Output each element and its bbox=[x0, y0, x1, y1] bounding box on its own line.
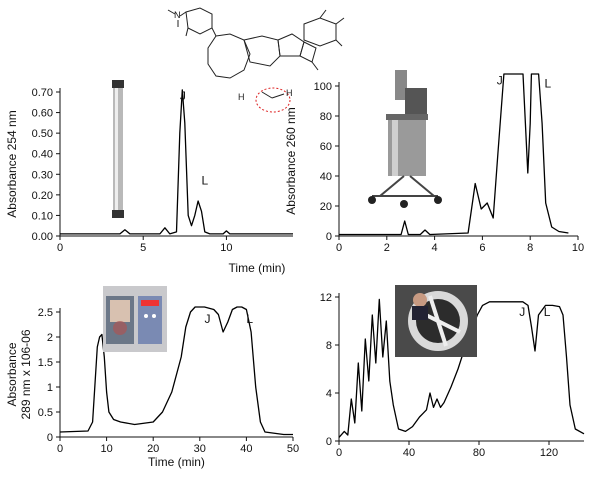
x-tick-label: 30 bbox=[194, 443, 206, 455]
y-tick-label: 0.40 bbox=[32, 149, 53, 161]
peak-label: J bbox=[497, 74, 503, 88]
x-tick-label: 0 bbox=[336, 447, 342, 459]
process-vessel-photo bbox=[368, 70, 442, 208]
x-tick-label: 2 bbox=[384, 242, 390, 254]
x-tick-label: 40 bbox=[403, 447, 415, 459]
x-tick-label: 10 bbox=[100, 443, 112, 455]
y-tick-label: 2 bbox=[47, 332, 53, 344]
y-tick-label: 0 bbox=[326, 436, 332, 448]
x-axis-label: Time (min) bbox=[148, 455, 205, 469]
y-tick-label: 0.20 bbox=[32, 190, 53, 202]
y-axis-label: Absorbance289 nm x 106-06 bbox=[5, 329, 33, 419]
peak-label: L bbox=[201, 174, 208, 188]
y-tick-label: 8 bbox=[326, 340, 332, 352]
x-axis-label: Time (min) bbox=[229, 261, 286, 275]
y-tick-label: 0.50 bbox=[32, 128, 53, 140]
svg-text:H: H bbox=[238, 92, 245, 102]
y-tick-label: 60 bbox=[320, 141, 332, 153]
y-tick-label: 1.5 bbox=[38, 357, 53, 369]
y-tick-label: 1 bbox=[47, 382, 53, 394]
peak-label: J bbox=[519, 305, 525, 319]
peak-label: L bbox=[544, 305, 551, 319]
x-tick-label: 20 bbox=[147, 443, 159, 455]
series-line bbox=[60, 89, 293, 235]
chemical-structure-illustration: N H H bbox=[167, 7, 345, 113]
y-tick-label: 0.70 bbox=[32, 87, 53, 99]
y-tick-label: 0.00 bbox=[32, 231, 53, 243]
chart-bottom-right: 0 40 80 120 0 4 8 12 J L bbox=[320, 292, 585, 459]
y-tick-label: 20 bbox=[320, 201, 332, 213]
y-tick-label: 2.5 bbox=[38, 307, 53, 319]
svg-text:N: N bbox=[174, 10, 181, 20]
series-line bbox=[339, 73, 569, 236]
x-tick-label: 8 bbox=[527, 242, 533, 254]
x-tick-label: 0 bbox=[57, 443, 63, 455]
y-tick-label: 0 bbox=[47, 432, 53, 444]
x-tick-label: 0 bbox=[57, 242, 63, 254]
y-tick-label: 100 bbox=[314, 81, 332, 93]
x-tick-label: 4 bbox=[432, 242, 438, 254]
y-tick-label: 0.60 bbox=[32, 108, 53, 120]
peak-label: J bbox=[180, 89, 186, 103]
x-tick-label: 6 bbox=[479, 242, 485, 254]
hplc-column-photo bbox=[112, 80, 124, 218]
x-tick-label: 0 bbox=[336, 242, 342, 254]
series-line bbox=[59, 306, 293, 436]
x-tick-label: 10 bbox=[572, 242, 584, 254]
peak-label: L bbox=[246, 312, 253, 326]
centrifuge-operator-photo bbox=[395, 285, 477, 357]
benchtop-instrument-photo bbox=[103, 286, 167, 352]
x-tick-label: 5 bbox=[140, 242, 146, 254]
y-axis-label: Absorbance 260 nm bbox=[284, 107, 298, 214]
y-tick-label: 0 bbox=[326, 231, 332, 243]
y-tick-label: 4 bbox=[326, 388, 332, 400]
x-tick-label: 50 bbox=[287, 443, 299, 455]
y-tick-label: 40 bbox=[320, 171, 332, 183]
chart-top-left: 0 5 10 0.00 0.10 0.20 0.30 0.40 0.50 0.60 0.70 Abso… bbox=[5, 87, 293, 254]
x-tick-label: 40 bbox=[240, 443, 252, 455]
x-tick-label: 80 bbox=[473, 447, 485, 459]
y-tick-label: 0.10 bbox=[32, 210, 53, 222]
x-tick-label: 120 bbox=[540, 447, 558, 459]
peak-label: J bbox=[204, 312, 210, 326]
svg-text:H: H bbox=[286, 88, 293, 98]
series-line bbox=[338, 298, 585, 438]
peak-label: L bbox=[545, 77, 552, 91]
y-tick-label: 0.30 bbox=[32, 169, 53, 181]
x-tick-label: 10 bbox=[220, 242, 232, 254]
y-axis-label: Absorbance 254 nm bbox=[5, 110, 19, 217]
y-tick-label: 0.5 bbox=[38, 407, 53, 419]
y-tick-label: 80 bbox=[320, 111, 332, 123]
y-tick-label: 12 bbox=[320, 292, 332, 304]
